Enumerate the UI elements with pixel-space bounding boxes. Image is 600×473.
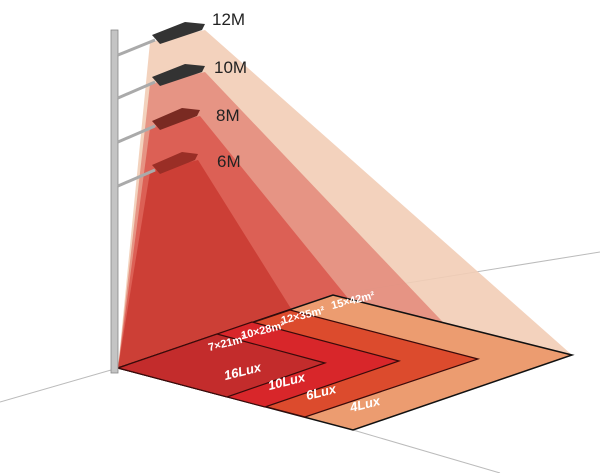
height-label-8m: 8M (216, 106, 240, 125)
height-label-10m: 10M (214, 58, 248, 77)
height-label-12m: 12M (212, 10, 246, 29)
ground-line-front (352, 429, 501, 473)
lamp-heads (152, 22, 205, 174)
height-label-6m: 6M (217, 152, 241, 171)
ground-line-left (0, 367, 119, 403)
zone-16lux (115, 333, 328, 398)
lamp-arms (117, 38, 156, 188)
pole (110, 29, 119, 374)
